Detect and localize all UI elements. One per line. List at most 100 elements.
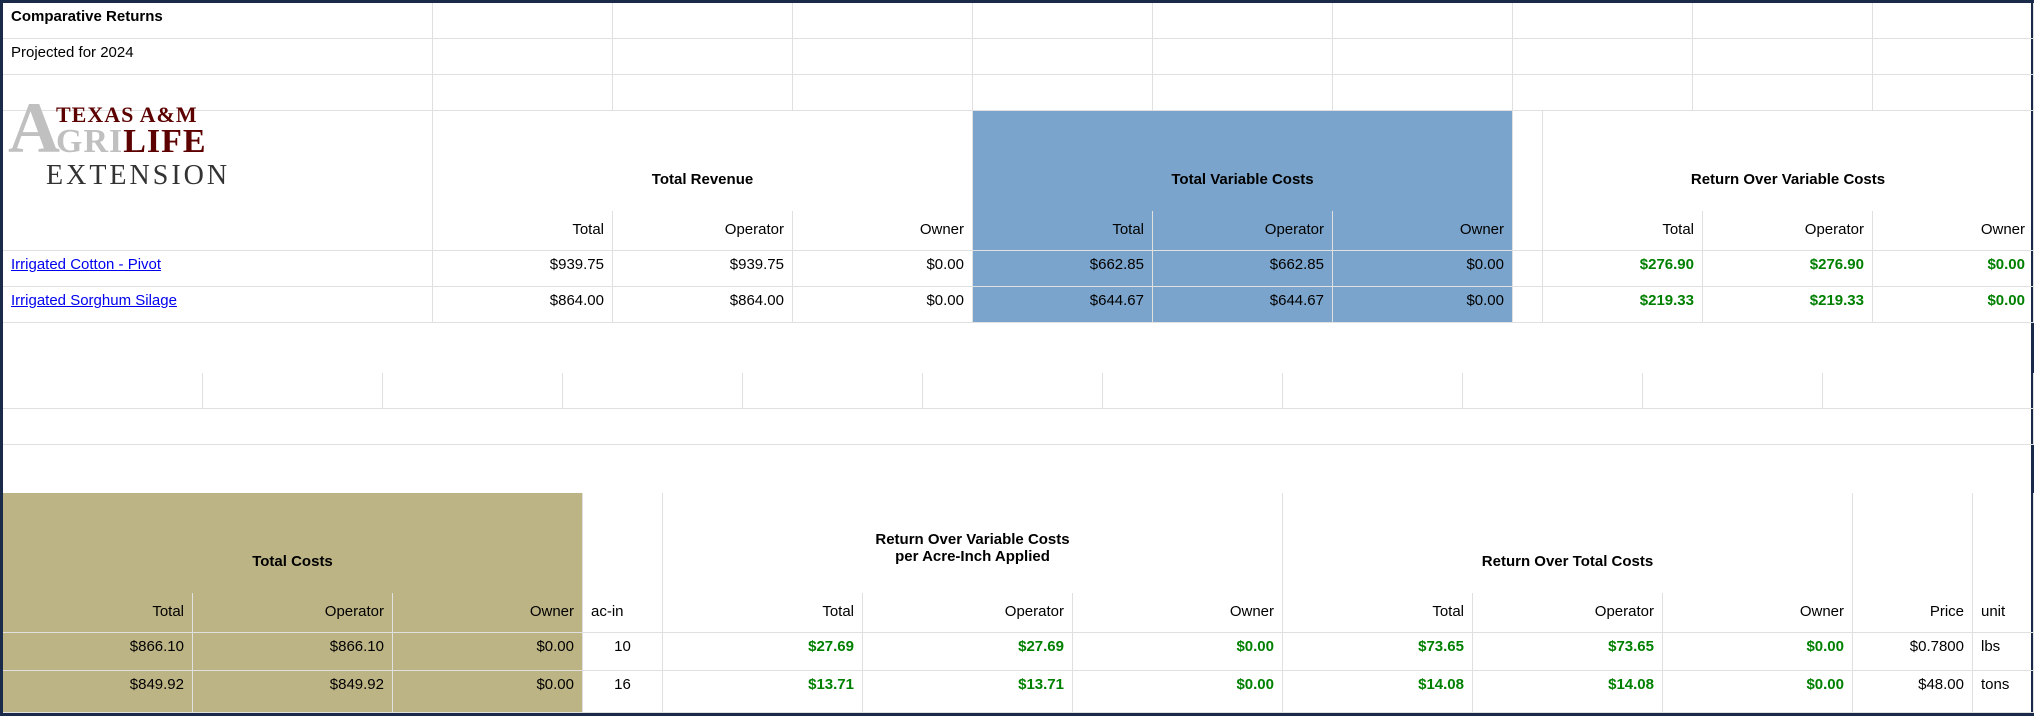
subhead-operator: Operator — [1153, 211, 1333, 251]
grid-cell — [3, 373, 203, 409]
subhead-total: Total — [433, 211, 613, 251]
grid-cell — [1153, 39, 1333, 75]
subhead-operator: Operator — [1703, 211, 1873, 251]
grid-cell — [613, 3, 793, 39]
data-cell: $0.00 — [1663, 633, 1853, 671]
grid-cell — [1873, 75, 2034, 111]
data-cell: 16 — [583, 671, 663, 713]
subtitle-text: Projected for 2024 — [11, 44, 134, 61]
grid-cell — [203, 373, 383, 409]
data-cell: $13.71 — [663, 671, 863, 713]
subhead-total: Total — [973, 211, 1153, 251]
data-cell: $0.00 — [1663, 671, 1853, 713]
data-cell: $0.7800 — [1853, 633, 1973, 671]
gap-cell — [1513, 111, 1543, 211]
grid-cell — [793, 39, 973, 75]
grid-cell — [1153, 75, 1333, 111]
grid-cell — [1643, 373, 1823, 409]
data-cell: $13.71 — [863, 671, 1073, 713]
link-cotton[interactable]: Irrigated Cotton - Pivot — [11, 256, 161, 273]
grid-cell — [383, 373, 563, 409]
grid-cell — [923, 373, 1103, 409]
data-cell: $864.00 — [433, 287, 613, 323]
grid-cell — [1873, 39, 2034, 75]
grid-cell — [3, 211, 433, 251]
data-cell: $849.92 — [193, 671, 393, 713]
subhead-operator: Operator — [863, 593, 1073, 633]
gap-cell — [1513, 287, 1543, 323]
subhead-owner: Owner — [1873, 211, 2034, 251]
subhead-owner: Owner — [1663, 593, 1853, 633]
gap-cell — [1513, 211, 1543, 251]
subhead-owner: Owner — [793, 211, 973, 251]
section-total-costs: Total Costs — [3, 493, 583, 593]
spreadsheet: Comparative Returns Projected for 2024 T… — [0, 0, 2034, 716]
subhead-owner: Owner — [393, 593, 583, 633]
data-cell: tons — [1973, 671, 2034, 713]
section-return-variable: Return Over Variable Costs — [1543, 111, 2034, 211]
grid-cell — [743, 373, 923, 409]
data-cell: $48.00 — [1853, 671, 1973, 713]
subhead-ac-in: ac-in — [583, 593, 663, 633]
grid-cell — [1283, 373, 1463, 409]
data-cell: $0.00 — [1073, 633, 1283, 671]
section-return-per-acre: Return Over Variable Costs per Acre-Inch… — [663, 493, 1283, 593]
data-cell: $14.08 — [1283, 671, 1473, 713]
grid-cell — [793, 75, 973, 111]
section-total-revenue: Total Revenue — [433, 111, 973, 211]
data-cell: $0.00 — [1873, 251, 2034, 287]
grid-cell — [973, 3, 1153, 39]
link-sorghum[interactable]: Irrigated Sorghum Silage — [11, 292, 177, 309]
data-cell: $73.65 — [1473, 633, 1663, 671]
subhead-owner: Owner — [1333, 211, 1513, 251]
grid-cell — [3, 409, 2034, 445]
grid-cell — [1333, 39, 1513, 75]
grid-cell — [1463, 373, 1643, 409]
subtitle-cell: Projected for 2024 — [3, 39, 433, 75]
logo-big-a: A — [8, 92, 60, 164]
title-cell: Comparative Returns — [3, 3, 433, 39]
agrilife-logo: A TEXAS A&M GRILIFE EXTENSION — [8, 98, 268, 213]
data-cell: $0.00 — [1333, 287, 1513, 323]
grid-cell — [1103, 373, 1283, 409]
grid-cell — [1513, 39, 1693, 75]
subhead-owner: Owner — [1073, 593, 1283, 633]
data-cell: 10 — [583, 633, 663, 671]
grid-cell — [1153, 3, 1333, 39]
data-cell: $27.69 — [863, 633, 1073, 671]
data-cell: $0.00 — [393, 671, 583, 713]
subhead-operator: Operator — [1473, 593, 1663, 633]
grid-cell — [433, 75, 613, 111]
row-label-sorghum[interactable]: Irrigated Sorghum Silage — [3, 287, 433, 323]
data-cell: $0.00 — [1073, 671, 1283, 713]
data-cell: $849.92 — [3, 671, 193, 713]
data-cell: $0.00 — [793, 287, 973, 323]
gap-cell — [1853, 493, 1973, 593]
section-return-over-total: Return Over Total Costs — [1283, 493, 1853, 593]
grid-cell — [1333, 75, 1513, 111]
data-cell: $0.00 — [1333, 251, 1513, 287]
section-variable-costs: Total Variable Costs — [973, 111, 1513, 211]
grid-cell — [1513, 75, 1693, 111]
data-cell: $0.00 — [793, 251, 973, 287]
grid-cell — [973, 75, 1153, 111]
data-cell: $219.33 — [1543, 287, 1703, 323]
data-cell: $644.67 — [1153, 287, 1333, 323]
row-label-cotton[interactable]: Irrigated Cotton - Pivot — [3, 251, 433, 287]
data-cell: $662.85 — [1153, 251, 1333, 287]
subhead-operator: Operator — [613, 211, 793, 251]
data-cell: $662.85 — [973, 251, 1153, 287]
data-cell: $939.75 — [433, 251, 613, 287]
grid-cell — [1693, 3, 1873, 39]
grid-cell — [433, 39, 613, 75]
grid-cell — [1513, 3, 1693, 39]
logo-grilife: GRILIFE — [56, 123, 207, 161]
data-cell: lbs — [1973, 633, 2034, 671]
grid-cell — [613, 75, 793, 111]
subhead-total: Total — [1543, 211, 1703, 251]
gap-cell — [583, 493, 663, 593]
subhead-price: Price — [1853, 593, 1973, 633]
data-cell: $219.33 — [1703, 287, 1873, 323]
title-text: Comparative Returns — [11, 8, 163, 25]
data-cell: $0.00 — [1873, 287, 2034, 323]
